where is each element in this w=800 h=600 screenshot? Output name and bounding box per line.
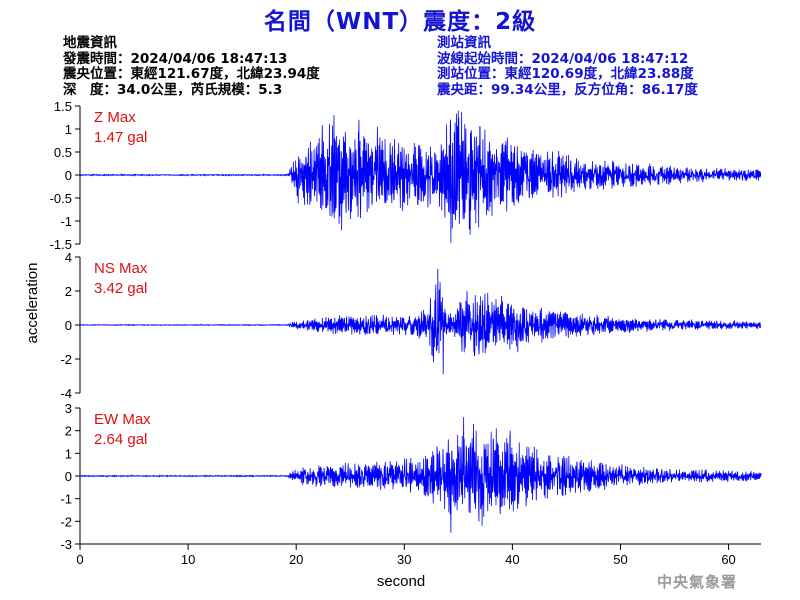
wave-start-time: 波線起始時間：2024/04/06 18:47:12 (437, 50, 689, 67)
x-tick-label: 30 (397, 552, 411, 567)
max-label-NS: NS Max (94, 260, 148, 277)
max-label-Z: Z Max (94, 109, 136, 126)
x-tick-label: 10 (181, 552, 195, 567)
y-tick-label-EW: 0 (65, 469, 72, 484)
epicenter-location: 震央位置：東經121.67度，北緯23.94度 (63, 66, 320, 82)
y-tick-label-EW: -2 (60, 514, 72, 529)
waveform-NS (79, 268, 762, 375)
y-tick-label-Z: 0.5 (54, 145, 72, 160)
x-tick-label: 60 (721, 552, 735, 567)
y-tick-label-NS: 2 (65, 284, 72, 299)
waveform-EW (79, 417, 762, 533)
x-tick-label: 50 (613, 552, 627, 567)
y-tick-label-NS: -4 (60, 386, 72, 401)
waveform-Z (79, 110, 762, 243)
station-info-block: 測站資訊 波線起始時間：2024/04/06 18:47:12 測站位置：東經1… (437, 35, 698, 98)
y-tick-label-Z: -1 (60, 214, 72, 229)
x-tick-label: 0 (76, 552, 83, 567)
station-info-heading: 測站資訊 (437, 35, 491, 51)
x-tick-label: 20 (289, 552, 303, 567)
y-tick-label-NS: 0 (65, 318, 72, 333)
max-label-EW: EW Max (94, 411, 151, 428)
station-location: 測站位置：東經120.69度，北緯23.88度 (437, 66, 694, 82)
y-tick-label-Z: 1 (65, 122, 72, 137)
depth-magnitude: 深 度：34.0公里，芮氏規模：5.3 (63, 81, 283, 98)
y-tick-label-EW: -1 (60, 492, 72, 507)
y-tick-label-NS: 4 (65, 250, 72, 265)
y-tick-label-Z: 0 (65, 168, 72, 183)
y-tick-label-EW: 1 (65, 446, 72, 461)
y-tick-label-NS: -2 (60, 352, 72, 367)
max-value-NS: 3.42 gal (94, 280, 147, 297)
max-value-Z: 1.47 gal (94, 129, 147, 146)
y-tick-label-EW: 2 (65, 424, 72, 439)
epicentral-distance: 震央距：99.34公里，反方位角：86.17度 (437, 81, 698, 98)
origin-time: 發震時間：2024/04/06 18:47:13 (63, 50, 288, 67)
y-tick-label-Z: -0.5 (50, 191, 72, 206)
quake-info-block: 地震資訊 發震時間：2024/04/06 18:47:13 震央位置：東經121… (63, 35, 320, 98)
y-axis-label: acceleration (24, 263, 41, 344)
x-axis-label: second (377, 573, 425, 590)
y-tick-label-Z: 1.5 (54, 99, 72, 114)
quake-info-heading: 地震資訊 (63, 35, 117, 51)
agency-watermark: 中央氣象署 (657, 573, 738, 591)
y-tick-label-Z: -1.5 (50, 237, 72, 252)
chart-title: 名間（WNT）震度：2級 (263, 9, 537, 35)
x-tick-label: 40 (505, 552, 519, 567)
y-tick-label-EW: 3 (65, 401, 72, 416)
y-tick-label-EW: -3 (60, 537, 72, 552)
max-value-EW: 2.64 gal (94, 431, 147, 448)
